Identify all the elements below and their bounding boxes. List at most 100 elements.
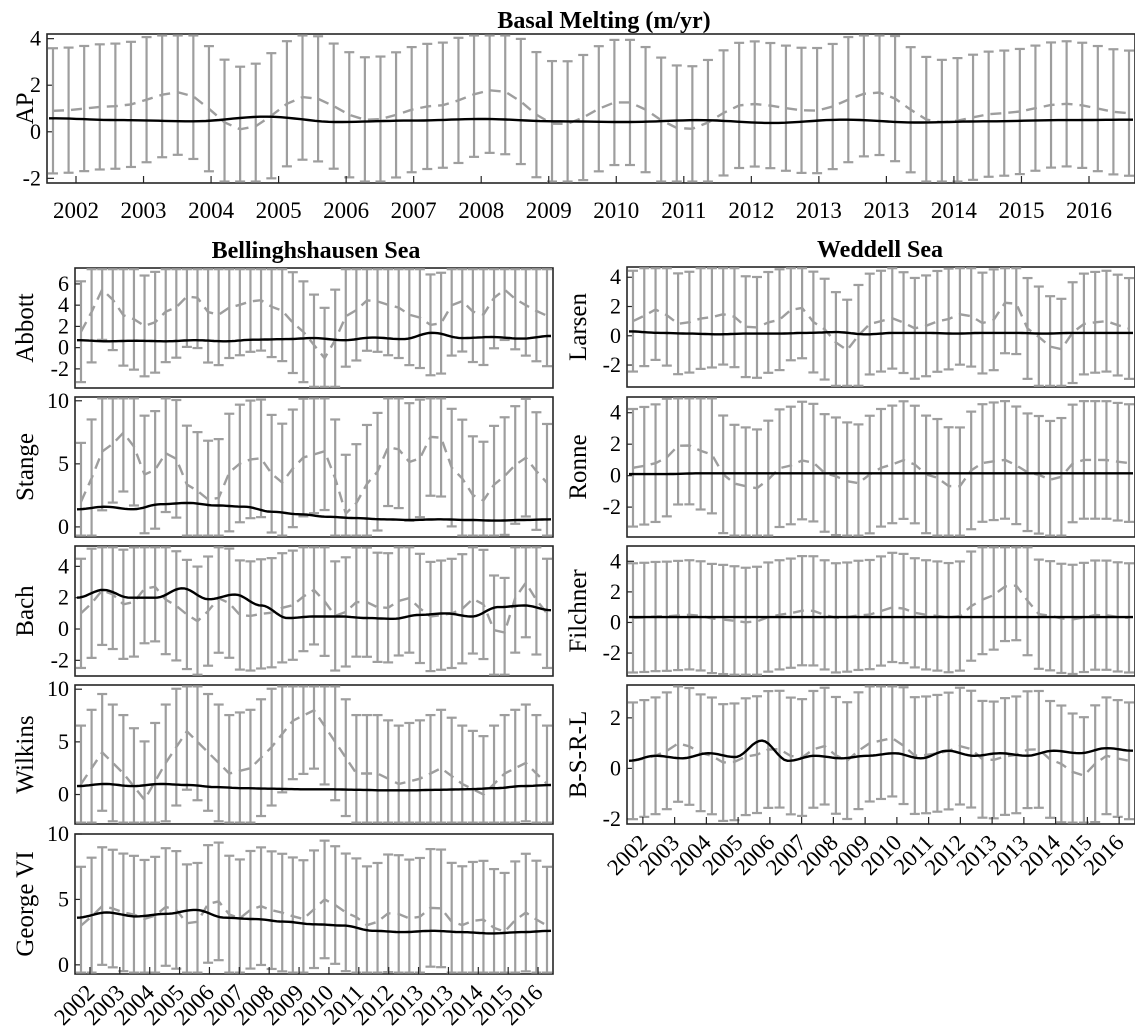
- x-tick-label: 2012: [728, 198, 774, 223]
- series-line-observed: [628, 739, 1134, 763]
- series-line-observed: [629, 472, 1133, 476]
- figure-title: Basal Melting (m/yr): [497, 8, 710, 34]
- panel-wilkins: 0 5 10 Wilkins: [12, 676, 554, 825]
- y-tick-label: 4: [58, 292, 69, 317]
- y-axis-label: George VI: [12, 851, 39, 956]
- y-tick-label: 4: [58, 553, 69, 578]
- series-line-model: [632, 444, 1130, 490]
- y-tick-label: -2: [51, 356, 69, 381]
- axes-frame: [46, 33, 1135, 184]
- x-tick-label: 2007: [391, 198, 437, 223]
- series-line-model: [79, 430, 548, 516]
- x-tick-label: 2015: [998, 198, 1044, 223]
- y-tick-label: 2: [610, 294, 621, 319]
- y-axis-label: B-S-R-L: [565, 711, 592, 799]
- axes-frame: [626, 684, 1135, 825]
- y-tick-label: -2: [603, 494, 621, 519]
- series-line-observed: [76, 587, 552, 620]
- x-tick-label: 2006: [323, 198, 369, 223]
- y-tick-label: 0: [58, 952, 69, 977]
- y-tick-label: 10: [47, 388, 69, 413]
- x-tick-label: 2010: [593, 198, 639, 223]
- y-tick-label: -2: [603, 352, 621, 377]
- y-tick-label: 0: [58, 782, 69, 807]
- x-tick-label: 2014: [931, 198, 978, 223]
- y-tick-label: 0: [30, 119, 41, 144]
- axes-frame: [626, 266, 1135, 388]
- y-tick-label: 10: [47, 676, 69, 701]
- x-tick-label: 2009: [526, 198, 572, 223]
- series-line-model: [80, 897, 548, 934]
- x-tick-label: 2003: [121, 198, 167, 223]
- axes-frame: [74, 396, 554, 538]
- x-tick-label: 2008: [458, 198, 504, 223]
- series-line-observed: [77, 331, 551, 343]
- y-axis-label: Ronne: [565, 434, 592, 499]
- axes-frame: [74, 267, 554, 389]
- x-tick-label: 2002: [53, 198, 99, 223]
- y-tick-label: -2: [603, 640, 621, 665]
- y-tick-label: 4: [610, 548, 621, 573]
- panel-ronne: -2 0 2 4 Ronne: [565, 396, 1135, 538]
- y-tick-label: -2: [23, 165, 41, 190]
- y-axis-label: Stange: [12, 433, 39, 501]
- y-tick-label: 0: [58, 335, 69, 360]
- y-tick-label: 4: [610, 400, 621, 425]
- y-tick-label: 4: [30, 26, 41, 51]
- panel-b-s-r-l: -202B-S-R-L20022003200420052006200720082…: [565, 684, 1135, 880]
- y-tick-label: 2: [58, 585, 69, 610]
- y-tick-label: 2: [610, 705, 621, 730]
- y-tick-label: 0: [610, 755, 621, 780]
- y-tick-label: 6: [58, 271, 69, 296]
- y-tick-label: 0: [610, 609, 621, 634]
- y-tick-label: 5: [58, 729, 69, 754]
- series-line-model: [52, 89, 1130, 131]
- panel-filchner: -2 0 2 4 Filchner: [565, 545, 1135, 677]
- series-line-observed: [629, 330, 1133, 336]
- y-tick-label: 2: [58, 313, 69, 338]
- series-line-model: [80, 580, 548, 634]
- y-axis-label: Filchner: [565, 569, 592, 653]
- y-tick-label: 2: [30, 72, 41, 97]
- y-tick-label: 0: [610, 463, 621, 488]
- panel-stange: 0 5 10 Stange: [12, 388, 554, 539]
- x-tick-label: 2005: [256, 198, 302, 223]
- y-tick-label: 0: [610, 323, 621, 348]
- y-axis-label: Larsen: [565, 292, 592, 361]
- series-line-model: [632, 301, 1130, 352]
- left-group-title: Bellinghshausen Sea: [212, 238, 421, 264]
- series-line-model: [79, 287, 548, 361]
- y-tick-label: 0: [58, 514, 69, 539]
- y-tick-label: 4: [610, 264, 621, 289]
- series-line-observed: [76, 782, 552, 792]
- y-tick-label: 0: [58, 616, 69, 641]
- series-line-observed: [76, 501, 552, 522]
- x-tick-label: 2011: [661, 198, 706, 223]
- series-line-observed: [49, 115, 1133, 125]
- series-line-model: [632, 736, 1130, 777]
- y-tick-label: 5: [58, 451, 69, 476]
- panel-larsen: -2 0 2 4 Larsen: [565, 264, 1135, 388]
- series-line-observed: [76, 908, 552, 935]
- axes-frame: [74, 545, 554, 677]
- series-line-model: [632, 584, 1130, 624]
- y-axis-label: Wilkins: [12, 715, 39, 793]
- panel-bach: -2 0 2 4 Bach: [12, 545, 554, 677]
- y-tick-label: 2: [610, 431, 621, 456]
- y-axis-label: Bach: [12, 585, 39, 637]
- y-tick-label: -2: [603, 806, 621, 831]
- y-axis-label: Abbott: [12, 293, 39, 363]
- x-tick-label: 2016: [1066, 198, 1112, 223]
- axes-frame: [626, 545, 1135, 677]
- y-axis-label: AP: [12, 93, 39, 125]
- axes-frame: [74, 684, 554, 825]
- x-tick-label: 2004: [188, 198, 235, 223]
- right-group-title: Weddell Sea: [817, 237, 943, 263]
- y-tick-label: 5: [58, 886, 69, 911]
- x-tick-label: 2013: [863, 198, 909, 223]
- x-tick-label: 2013: [796, 198, 842, 223]
